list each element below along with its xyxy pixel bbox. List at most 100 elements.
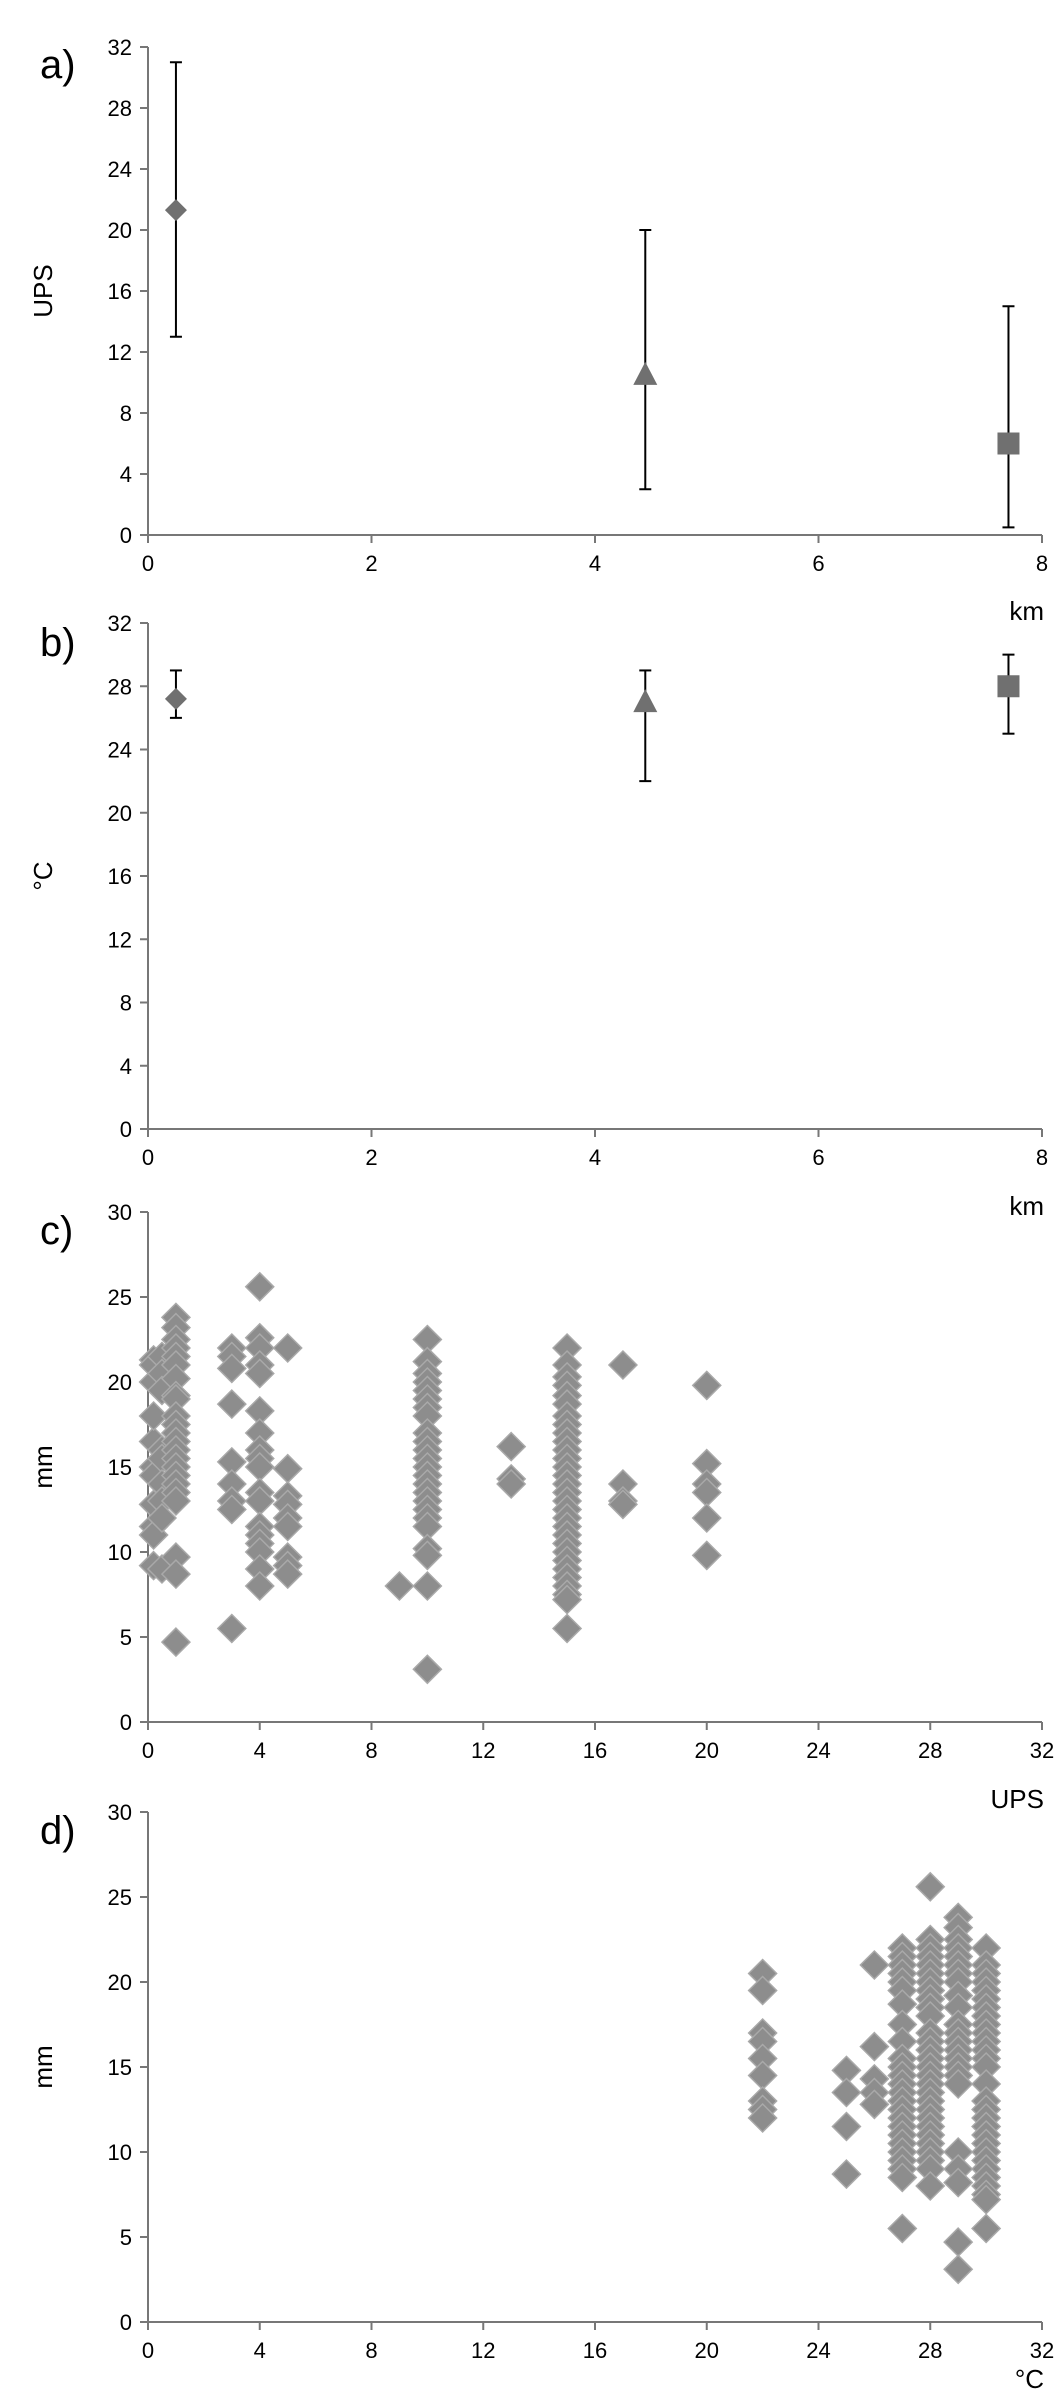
data-point — [272, 1332, 303, 1364]
x-tick-label: 32 — [1030, 2338, 1054, 2363]
y-tick-label: 4 — [120, 1054, 132, 1079]
data-point — [272, 1511, 303, 1542]
data-point — [887, 2213, 918, 2244]
data-point — [831, 2077, 862, 2108]
data-point — [831, 2159, 862, 2190]
data-point — [915, 2170, 946, 2202]
x-axis-label: °C — [1015, 2364, 1044, 2391]
x-axis-label: km — [1009, 1191, 1044, 1221]
data-point — [244, 1570, 275, 1602]
y-tick-label: 20 — [108, 1370, 132, 1395]
data-point — [943, 2227, 974, 2258]
y-tick-label: 30 — [108, 1800, 132, 1825]
x-tick-label: 8 — [1036, 551, 1048, 576]
x-tick-label: 8 — [365, 1738, 377, 1763]
x-tick-label: 16 — [583, 2338, 607, 2363]
y-axis-label: °C — [28, 861, 58, 890]
data-point-square — [997, 675, 1020, 698]
x-tick-label: 28 — [918, 1738, 942, 1763]
y-tick-label: 8 — [120, 991, 132, 1016]
data-point — [747, 2102, 778, 2134]
data-point — [691, 1502, 722, 1534]
x-tick-label: 0 — [142, 551, 154, 576]
x-tick-label: 28 — [918, 2338, 942, 2363]
data-point — [747, 2060, 778, 2091]
data-point — [887, 2162, 918, 2193]
data-point — [943, 2254, 974, 2285]
y-tick-label: 8 — [120, 401, 132, 426]
x-tick-label: 24 — [806, 1738, 830, 1763]
data-point — [272, 1453, 303, 1484]
data-point-diamond — [164, 687, 187, 710]
panel-d: d) 0 5 10 15 20 25 30 0 4 8 12 16 20 24 28 32°C mm — [28, 1800, 1054, 2394]
data-point — [146, 1502, 178, 1534]
x-tick-label: 4 — [589, 1145, 601, 1170]
data-point — [160, 1627, 191, 1658]
y-tick-label: 0 — [120, 1710, 132, 1735]
y-tick-label: 28 — [108, 96, 132, 121]
x-tick-label: 0 — [142, 1738, 154, 1763]
y-tick-label: 10 — [108, 1540, 132, 1565]
y-tick-label: 24 — [108, 738, 132, 763]
y-tick-label: 15 — [108, 1455, 132, 1480]
y-tick-label: 0 — [120, 1117, 132, 1142]
data-point — [216, 1494, 247, 1525]
x-tick-label: 24 — [806, 2338, 830, 2363]
x-tick-label: 8 — [365, 2338, 377, 2363]
data-point — [496, 1468, 527, 1500]
x-tick-label: 2 — [365, 1145, 377, 1170]
x-tick-label: 20 — [695, 2338, 719, 2363]
data-point — [384, 1570, 415, 1602]
data-point — [607, 1349, 638, 1381]
panel-letter: a) — [40, 43, 76, 87]
data-point — [859, 2089, 890, 2120]
x-axis-label: UPS — [991, 1784, 1044, 1814]
x-tick-label: 8 — [1036, 1145, 1048, 1170]
y-tick-label: 4 — [120, 462, 132, 487]
y-tick-label: 10 — [108, 2140, 132, 2165]
data-point — [412, 1570, 443, 1602]
data-point — [244, 1271, 275, 1302]
data-point — [607, 1489, 638, 1520]
x-tick-label: 16 — [583, 1738, 607, 1763]
data-point — [216, 1389, 247, 1420]
x-tick-label: 6 — [812, 1145, 824, 1170]
y-tick-label: 12 — [108, 927, 132, 952]
x-tick-label: 4 — [254, 1738, 266, 1763]
y-tick-label: 32 — [108, 611, 132, 636]
data-point — [747, 1975, 778, 2006]
y-tick-label: 32 — [108, 35, 132, 60]
data-point — [216, 1353, 247, 1384]
y-tick-label: 24 — [108, 157, 132, 182]
panel-letter: d) — [40, 1809, 76, 1853]
data-point — [831, 2111, 862, 2142]
y-tick-label: 16 — [108, 279, 132, 304]
data-point — [272, 1559, 303, 1590]
y-tick-label: 0 — [120, 2310, 132, 2335]
y-tick-label: 5 — [120, 1625, 132, 1650]
y-tick-label: 5 — [120, 2225, 132, 2250]
panel-letter: c) — [40, 1209, 73, 1253]
x-tick-label: 32 — [1030, 1738, 1054, 1763]
y-axis-label: mm — [28, 2045, 58, 2088]
x-tick-label: 4 — [254, 2338, 266, 2363]
data-point — [859, 2031, 890, 2062]
data-point-square — [997, 432, 1020, 455]
x-tick-label: 2 — [365, 551, 377, 576]
y-tick-label: 12 — [108, 340, 132, 365]
data-point — [915, 1871, 946, 1902]
data-point-diamond — [164, 199, 187, 222]
x-tick-label: 0 — [142, 2338, 154, 2363]
data-point-triangle — [633, 689, 658, 713]
y-axis-label: mm — [28, 1445, 58, 1488]
y-tick-label: 20 — [108, 1970, 132, 1995]
y-tick-label: 0 — [120, 523, 132, 548]
y-tick-label: 25 — [108, 1885, 132, 1910]
panel-c: c) 0 5 10 15 20 25 30 0 4 8 12 16 20 24 28 32 UPS mm — [28, 1200, 1054, 1814]
data-point — [859, 1949, 890, 1981]
x-tick-label: 12 — [471, 2338, 495, 2363]
